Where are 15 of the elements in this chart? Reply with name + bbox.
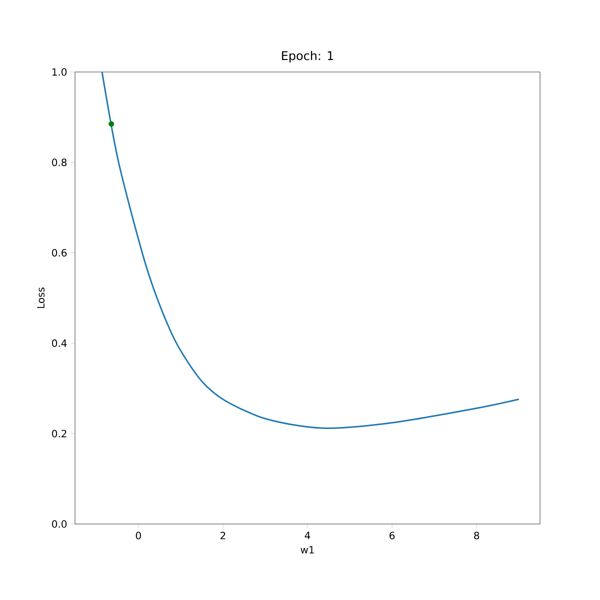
y-tick-label: 0.4 xyxy=(52,339,67,347)
y-tick-label: 0.2 xyxy=(52,430,66,438)
y-tick-label: 1.0 xyxy=(52,68,67,76)
x-tick-label: 2 xyxy=(220,532,226,540)
x-tick-label: 4 xyxy=(304,532,310,540)
y-axis-title: Loss xyxy=(37,288,45,308)
y-tick-label: 0.0 xyxy=(52,520,67,528)
x-tick-label: 6 xyxy=(390,532,395,540)
y-tick-label: 0.6 xyxy=(52,249,67,257)
x-tick-label: 0 xyxy=(136,532,141,540)
y-tick-label: 0.8 xyxy=(52,158,67,166)
chart-title: Epoch: 1 xyxy=(282,50,334,62)
x-tick-label: 8 xyxy=(474,532,480,540)
x-axis-title: w1 xyxy=(300,546,314,554)
line-series xyxy=(101,72,520,429)
